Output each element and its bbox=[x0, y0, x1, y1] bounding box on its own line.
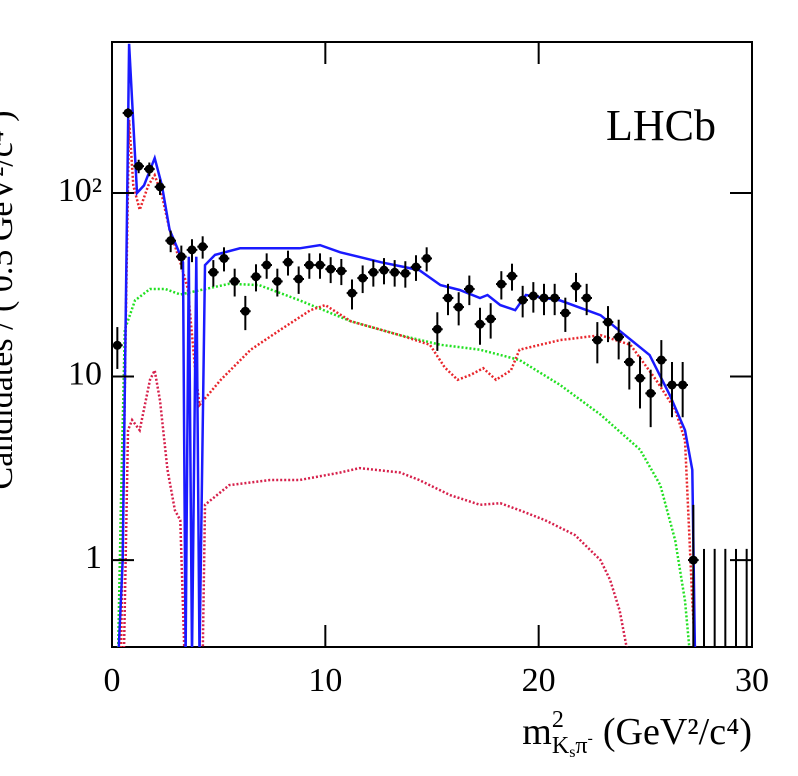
data-point bbox=[614, 332, 624, 342]
data-point bbox=[315, 260, 325, 270]
data-point bbox=[646, 388, 656, 398]
data-point bbox=[688, 555, 698, 565]
data-point bbox=[358, 273, 368, 283]
data-point bbox=[486, 314, 496, 324]
data-point bbox=[539, 293, 549, 303]
x-label-power: 2 bbox=[552, 707, 564, 733]
data-point bbox=[507, 271, 517, 281]
y-axis-label: Candidates / ( 0.5 GeV²/c⁴ ) bbox=[0, 111, 20, 490]
data-point bbox=[155, 182, 165, 192]
fit-curve bbox=[122, 366, 628, 647]
data-point bbox=[400, 268, 410, 278]
data-point bbox=[390, 267, 400, 277]
data-point bbox=[283, 257, 293, 267]
data-point bbox=[582, 293, 592, 303]
data-point bbox=[262, 260, 272, 270]
data-point bbox=[176, 252, 186, 262]
data-point bbox=[464, 284, 474, 294]
data-point bbox=[592, 335, 602, 345]
x-tick-label: 20 bbox=[522, 662, 556, 699]
data-point bbox=[635, 373, 645, 383]
data-point bbox=[187, 245, 197, 255]
data-point bbox=[144, 164, 154, 174]
data-point bbox=[123, 108, 133, 118]
data-point bbox=[603, 317, 613, 327]
x-label-unit: (GeV²/c⁴) bbox=[603, 711, 752, 753]
data-point bbox=[251, 272, 261, 282]
data-point bbox=[422, 253, 432, 263]
x-tick-label: 0 bbox=[104, 662, 121, 699]
data-point bbox=[496, 279, 506, 289]
fit-curve bbox=[117, 43, 697, 647]
data-point bbox=[624, 357, 634, 367]
x-tick-label: 30 bbox=[735, 662, 769, 699]
data-point bbox=[656, 355, 666, 365]
data-point bbox=[443, 293, 453, 303]
data-point bbox=[411, 262, 421, 272]
x-tick-label: 10 bbox=[308, 662, 342, 699]
data-point bbox=[198, 242, 208, 252]
y-tick-label: 1 bbox=[85, 539, 102, 576]
data-point bbox=[304, 260, 314, 270]
data-point bbox=[294, 274, 304, 284]
data-point bbox=[518, 295, 528, 305]
fit-curve bbox=[119, 119, 697, 647]
data-point bbox=[336, 266, 346, 276]
data-point bbox=[678, 380, 688, 390]
data-point bbox=[550, 293, 560, 303]
y-tick-label: 10² bbox=[58, 172, 102, 209]
annotation: LHCb bbox=[606, 101, 716, 150]
data-point bbox=[134, 161, 144, 171]
data-point bbox=[368, 267, 378, 277]
data-point bbox=[347, 288, 357, 298]
data-points bbox=[112, 108, 748, 647]
fit-curve bbox=[116, 282, 691, 647]
data-point bbox=[667, 380, 677, 390]
x-label-symbol: m bbox=[522, 711, 552, 753]
data-point bbox=[454, 302, 464, 312]
data-point bbox=[379, 265, 389, 275]
data-point bbox=[560, 308, 570, 318]
data-point bbox=[208, 267, 218, 277]
data-point bbox=[432, 324, 442, 334]
x-label-subscript: K bbox=[552, 733, 570, 759]
data-point bbox=[272, 276, 282, 286]
data-point bbox=[166, 236, 176, 246]
data-point bbox=[219, 253, 229, 263]
data-point bbox=[475, 319, 485, 329]
y-tick-label: 10 bbox=[68, 355, 102, 392]
x-label-subscript-tail: π bbox=[575, 733, 587, 759]
data-point bbox=[230, 276, 240, 286]
curves bbox=[116, 43, 697, 647]
data-point bbox=[571, 281, 581, 291]
x-axis-label: m2 Ksπ- (GeV²/c⁴) bbox=[522, 707, 752, 761]
data-point bbox=[326, 264, 336, 274]
x-label-subscript-sub: s bbox=[569, 744, 575, 761]
x-label-subscript-sup: - bbox=[588, 730, 593, 747]
data-point bbox=[112, 340, 122, 350]
data-point bbox=[240, 306, 250, 316]
data-point bbox=[528, 291, 538, 301]
